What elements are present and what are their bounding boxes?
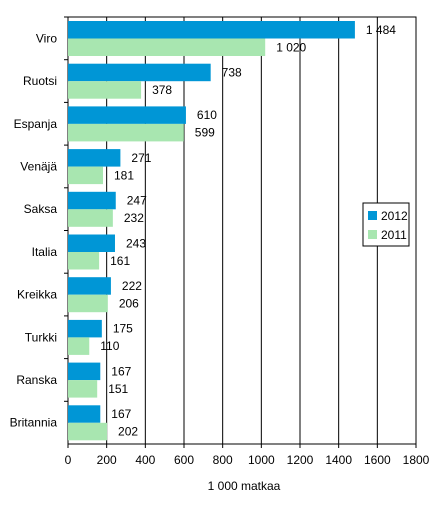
category-label: Saksa: [24, 202, 58, 216]
data-label: 202: [118, 425, 138, 439]
x-tick-label: 1000: [248, 453, 275, 467]
bar-2011: [68, 252, 100, 270]
x-tick-label: 200: [97, 453, 117, 467]
data-label: 161: [110, 254, 130, 268]
bar-2011: [68, 123, 184, 142]
data-label: 206: [119, 296, 139, 310]
bar-2011: [68, 422, 108, 441]
category-label: Italia: [32, 245, 58, 259]
bar-2011: [68, 166, 103, 185]
data-label: 151: [108, 382, 128, 396]
data-label: 1 484: [366, 23, 396, 37]
category-label: Viro: [36, 31, 57, 45]
x-tick-label: 1800: [403, 453, 430, 467]
category-label: Ruotsi: [23, 74, 57, 88]
data-label: 167: [111, 407, 131, 421]
bar-2011: [68, 294, 108, 313]
legend-label: 2011: [381, 228, 407, 242]
bar-2012: [68, 405, 101, 423]
bar-2011: [68, 81, 142, 99]
category-label: Turkki: [25, 330, 57, 344]
data-label: 271: [131, 151, 151, 165]
legend-swatch: [368, 211, 377, 220]
data-label: 247: [127, 194, 147, 208]
data-label: 378: [152, 83, 172, 97]
bar-2011: [68, 209, 113, 227]
data-label: 738: [222, 65, 242, 79]
data-label: 110: [100, 339, 119, 353]
x-tick-label: 0: [65, 453, 72, 467]
x-tick-label: 600: [174, 453, 194, 467]
category-labels: Viro Ruotsi Espanja Venäjä Saksa Italia Kreikk…: [10, 16, 68, 430]
bar-2011: [68, 380, 98, 398]
bar-2012: [68, 234, 115, 252]
bar-2012: [68, 319, 102, 338]
data-label: 232: [124, 211, 144, 225]
legend-box: [362, 202, 410, 247]
data-label: 167: [111, 364, 131, 378]
data-label: 1 020: [276, 40, 306, 54]
legend-label: 2012: [381, 209, 408, 223]
bar-2012: [68, 277, 111, 295]
bar-2011: [68, 38, 266, 56]
category-label: Espanja: [14, 117, 58, 131]
data-label: 599: [195, 126, 215, 140]
data-label: 610: [197, 108, 217, 122]
data-label: 222: [122, 279, 142, 293]
x-axis-label: 1 000 matkaa: [208, 479, 281, 493]
category-label: Ranska: [16, 373, 57, 387]
bar-2011: [68, 337, 90, 355]
data-label: 243: [126, 236, 146, 250]
category-label: Britannia: [10, 416, 58, 430]
x-tick-label: 400: [135, 453, 155, 467]
legend-swatch: [368, 230, 377, 239]
x-tick-label: 1600: [364, 453, 391, 467]
bars: 1 484 1 020 738 378 610 599 271 181 247 232 243 161…: [68, 21, 396, 441]
x-tick-label: 800: [213, 453, 233, 467]
bar-2012: [68, 191, 116, 210]
x-tick-label: 1400: [325, 453, 352, 467]
bar-2012: [68, 21, 355, 39]
data-label: 181: [114, 168, 134, 182]
category-label: Venäjä: [20, 159, 57, 173]
bar-2012: [68, 149, 121, 167]
legend: 2012 2011: [362, 202, 410, 247]
bar-2012: [68, 106, 186, 124]
x-tick-labels: 0 200 400 600 800 1000 1200 1400 1600 1800: [65, 444, 430, 467]
x-tick-label: 1200: [287, 453, 314, 467]
bar-2012: [68, 63, 211, 82]
data-label: 175: [113, 322, 133, 336]
bar-2012: [68, 362, 101, 381]
category-label: Kreikka: [17, 288, 57, 302]
